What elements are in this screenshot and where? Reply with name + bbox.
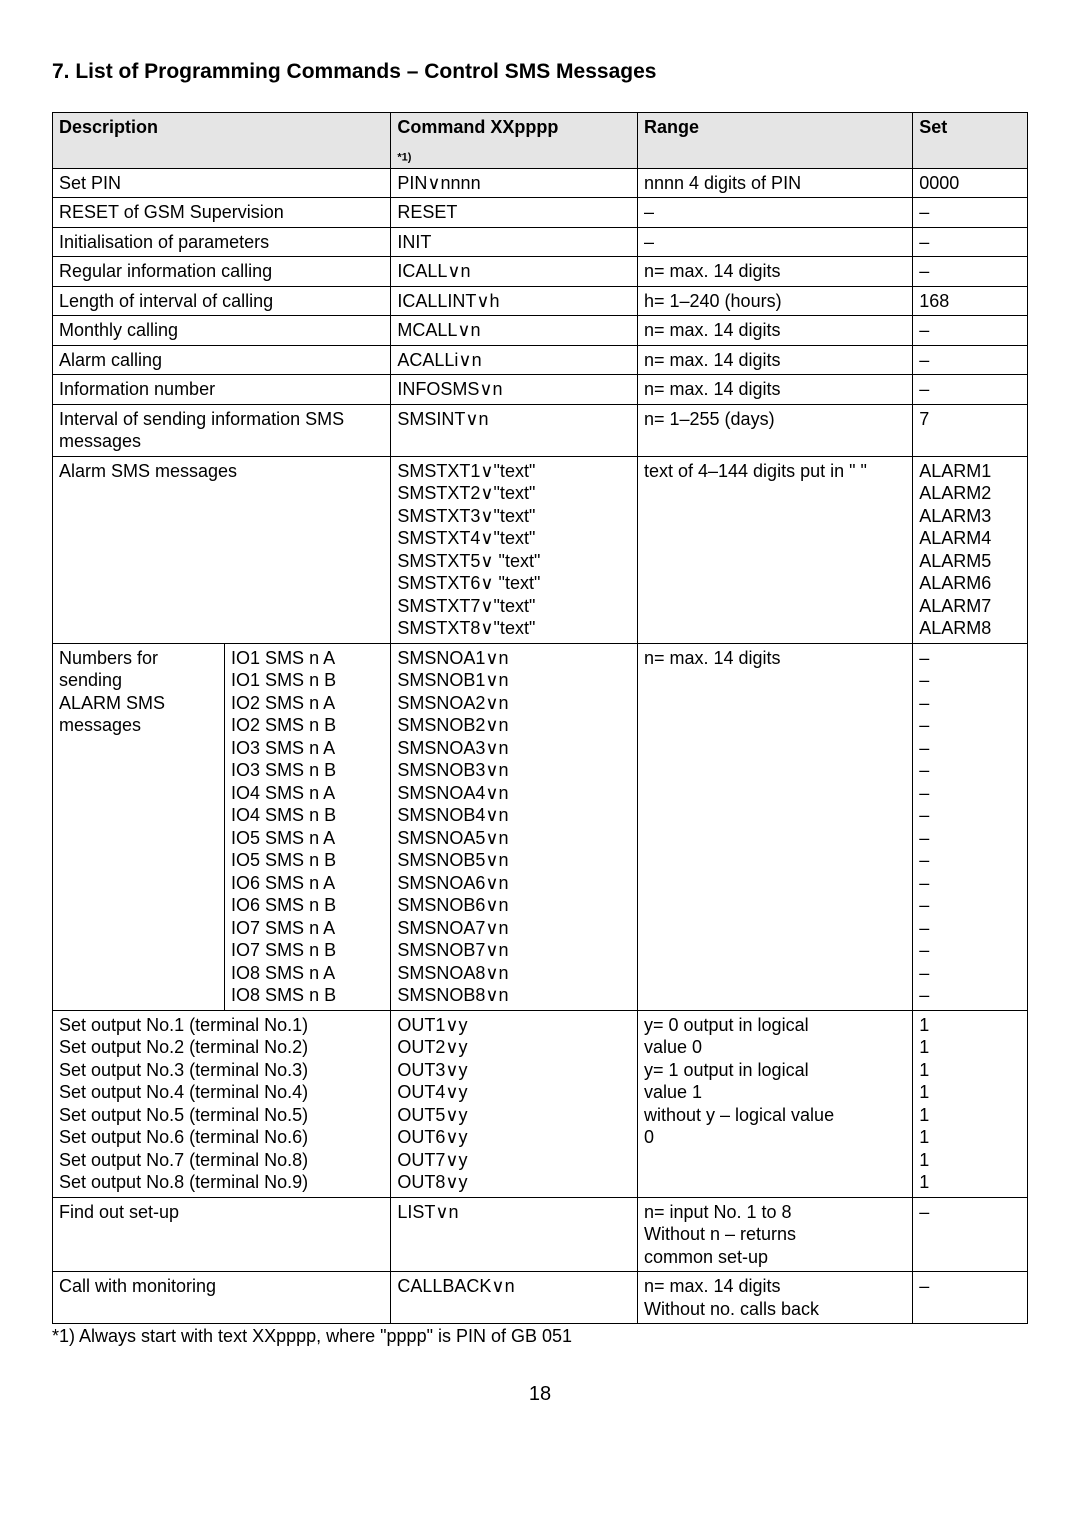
cell-set: 0000: [913, 168, 1028, 198]
cell-desc-label: Numbers forsendingALARM SMSmessages: [53, 643, 225, 1010]
table-row: Find out set-upLIST∨nn= input No. 1 to 8…: [53, 1197, 1028, 1272]
table-row: Monthly callingMCALL∨nn= max. 14 digits–: [53, 316, 1028, 346]
cell-desc: Initialisation of parameters: [53, 227, 391, 257]
cell-range: n= 1–255 (days): [637, 404, 912, 456]
page-number: 18: [52, 1383, 1028, 1406]
cell-desc: Call with monitoring: [53, 1272, 391, 1324]
cell-range: n= max. 14 digits: [637, 375, 912, 405]
cell-cmd: PIN∨nnnn: [391, 168, 638, 198]
cell-cmd: SMSNOA1∨nSMSNOB1∨nSMSNOA2∨nSMSNOB2∨nSMSN…: [391, 643, 638, 1010]
cell-desc: Length of interval of calling: [53, 286, 391, 316]
cell-cmd: ACALLi∨n: [391, 345, 638, 375]
table-row: Initialisation of parametersINIT––: [53, 227, 1028, 257]
table-row: Alarm SMS messagesSMSTXT1∨"text"SMSTXT2∨…: [53, 456, 1028, 643]
cell-desc: Alarm calling: [53, 345, 391, 375]
cell-desc: Monthly calling: [53, 316, 391, 346]
cell-desc: Set output No.1 (terminal No.1)Set outpu…: [53, 1010, 391, 1197]
cell-range: n= input No. 1 to 8Without n – returnsco…: [637, 1197, 912, 1272]
cell-range: n= max. 14 digitsWithout no. calls back: [637, 1272, 912, 1324]
cell-set: –: [913, 198, 1028, 228]
cell-range: n= max. 14 digits: [637, 257, 912, 287]
cell-range: –: [637, 198, 912, 228]
cell-set: –: [913, 1197, 1028, 1272]
cell-set: 168: [913, 286, 1028, 316]
th-command-note: *1): [397, 151, 411, 163]
cell-range: h= 1–240 (hours): [637, 286, 912, 316]
cell-set: –: [913, 1272, 1028, 1324]
cell-range: nnnn 4 digits of PIN: [637, 168, 912, 198]
cell-cmd: OUT1∨yOUT2∨yOUT3∨yOUT4∨yOUT5∨yOUT6∨yOUT7…: [391, 1010, 638, 1197]
cell-set: ALARM1ALARM2ALARM3ALARM4ALARM5ALARM6ALAR…: [913, 456, 1028, 643]
th-command: Command XXpppp *1): [391, 113, 638, 169]
cell-desc: Set PIN: [53, 168, 391, 198]
page-heading: 7. List of Programming Commands – Contro…: [52, 60, 1028, 84]
cell-range: n= max. 14 digits: [637, 316, 912, 346]
cell-set: –: [913, 316, 1028, 346]
cell-set: –: [913, 375, 1028, 405]
table-row: Set output No.1 (terminal No.1)Set outpu…: [53, 1010, 1028, 1197]
cell-set: –: [913, 257, 1028, 287]
cell-desc: Find out set-up: [53, 1197, 391, 1272]
cell-desc: Interval of sending information SMS mess…: [53, 404, 391, 456]
table-row: Information numberINFOSMS∨nn= max. 14 di…: [53, 375, 1028, 405]
cell-cmd: ICALL∨n: [391, 257, 638, 287]
cell-desc: Information number: [53, 375, 391, 405]
cell-cmd: SMSINT∨n: [391, 404, 638, 456]
cell-set: 11111111: [913, 1010, 1028, 1197]
table-row: Set PINPIN∨nnnnnnnn 4 digits of PIN0000: [53, 168, 1028, 198]
cell-range: –: [637, 227, 912, 257]
cell-cmd: LIST∨n: [391, 1197, 638, 1272]
cell-cmd: RESET: [391, 198, 638, 228]
th-set: Set: [913, 113, 1028, 169]
table-row: Interval of sending information SMS mess…: [53, 404, 1028, 456]
table-row: Numbers forsendingALARM SMSmessagesIO1 S…: [53, 643, 1028, 1010]
cell-cmd: INFOSMS∨n: [391, 375, 638, 405]
table-row: Alarm callingACALLi∨nn= max. 14 digits–: [53, 345, 1028, 375]
cell-set: ––––––––––––––––: [913, 643, 1028, 1010]
th-range: Range: [637, 113, 912, 169]
cell-desc: Regular information calling: [53, 257, 391, 287]
commands-table: Description Command XXpppp *1) Range Set…: [52, 112, 1028, 1324]
footnote: *1) Always start with text XXpppp, where…: [52, 1326, 1028, 1347]
th-description: Description: [53, 113, 391, 169]
cell-cmd: MCALL∨n: [391, 316, 638, 346]
cell-range: n= max. 14 digits: [637, 345, 912, 375]
cell-desc: Alarm SMS messages: [53, 456, 391, 643]
table-row: Call with monitoringCALLBACK∨nn= max. 14…: [53, 1272, 1028, 1324]
cell-cmd: CALLBACK∨n: [391, 1272, 638, 1324]
cell-cmd: ICALLINT∨h: [391, 286, 638, 316]
cell-desc-sub: IO1 SMS n AIO1 SMS n BIO2 SMS n AIO2 SMS…: [225, 643, 391, 1010]
table-row: Regular information callingICALL∨nn= max…: [53, 257, 1028, 287]
cell-range: text of 4–144 digits put in " ": [637, 456, 912, 643]
cell-range: n= max. 14 digits: [637, 643, 912, 1010]
cell-set: –: [913, 227, 1028, 257]
cell-cmd: SMSTXT1∨"text"SMSTXT2∨"text"SMSTXT3∨"tex…: [391, 456, 638, 643]
cell-desc: RESET of GSM Supervision: [53, 198, 391, 228]
th-command-text: Command XXpppp: [397, 117, 558, 137]
cell-range: y= 0 output in logicalvalue 0y= 1 output…: [637, 1010, 912, 1197]
table-row: Length of interval of callingICALLINT∨hh…: [53, 286, 1028, 316]
cell-cmd: INIT: [391, 227, 638, 257]
cell-set: –: [913, 345, 1028, 375]
cell-set: 7: [913, 404, 1028, 456]
table-row: RESET of GSM SupervisionRESET––: [53, 198, 1028, 228]
